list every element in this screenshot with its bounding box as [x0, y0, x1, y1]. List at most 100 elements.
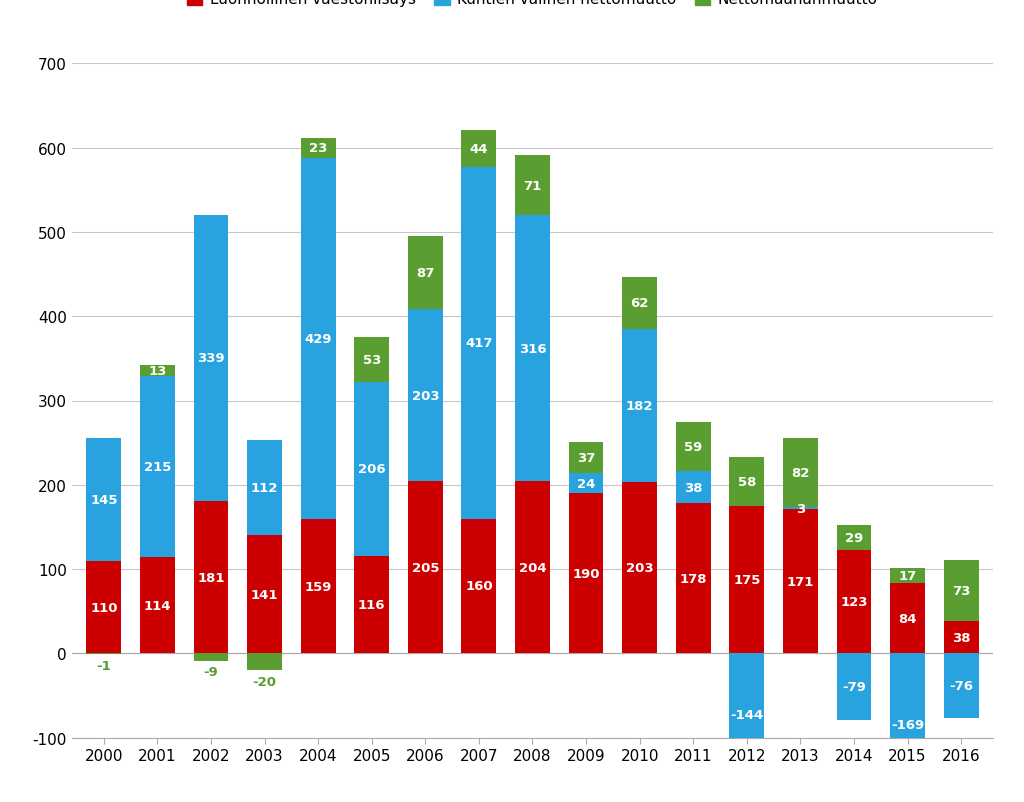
- Bar: [86, 439, 121, 561]
- Text: 204: 204: [519, 561, 546, 574]
- Bar: [247, 535, 282, 654]
- Text: 3: 3: [796, 502, 805, 515]
- Text: -1: -1: [96, 658, 112, 671]
- Text: 58: 58: [737, 476, 756, 488]
- Bar: [194, 501, 228, 654]
- Text: 62: 62: [631, 297, 649, 310]
- Text: 112: 112: [251, 481, 279, 494]
- Bar: [301, 139, 336, 159]
- Bar: [729, 654, 764, 775]
- Text: 38: 38: [684, 481, 702, 494]
- Text: 23: 23: [309, 142, 328, 156]
- Bar: [783, 507, 818, 509]
- Bar: [944, 654, 979, 718]
- Bar: [354, 338, 389, 383]
- Text: 123: 123: [841, 595, 867, 609]
- Bar: [568, 473, 603, 494]
- Bar: [194, 654, 228, 661]
- Bar: [301, 159, 336, 520]
- Bar: [408, 481, 442, 654]
- Bar: [462, 519, 497, 654]
- Bar: [623, 330, 657, 483]
- Text: 17: 17: [898, 569, 916, 582]
- Bar: [86, 561, 121, 654]
- Text: -144: -144: [730, 708, 764, 721]
- Bar: [676, 504, 711, 654]
- Bar: [890, 583, 925, 654]
- Bar: [462, 131, 497, 168]
- Text: 24: 24: [577, 477, 595, 490]
- Text: 84: 84: [898, 612, 916, 625]
- Bar: [354, 383, 389, 556]
- Bar: [247, 440, 282, 535]
- Text: -79: -79: [842, 680, 866, 694]
- Text: 206: 206: [358, 463, 386, 476]
- Text: 203: 203: [412, 389, 439, 402]
- Text: 429: 429: [304, 333, 332, 346]
- Text: 141: 141: [251, 588, 279, 601]
- Text: -20: -20: [253, 674, 276, 687]
- Text: 181: 181: [198, 571, 224, 584]
- Text: 339: 339: [198, 352, 225, 365]
- Bar: [890, 569, 925, 583]
- Bar: [140, 377, 175, 557]
- Bar: [515, 482, 550, 654]
- Bar: [729, 506, 764, 654]
- Bar: [140, 557, 175, 654]
- Bar: [408, 237, 442, 310]
- Text: 44: 44: [470, 143, 488, 156]
- Text: 159: 159: [304, 580, 332, 593]
- Text: -9: -9: [204, 666, 218, 678]
- Bar: [676, 472, 711, 504]
- Bar: [890, 654, 925, 796]
- Text: 215: 215: [143, 460, 171, 474]
- Bar: [568, 494, 603, 654]
- Text: 145: 145: [90, 493, 118, 506]
- Text: 87: 87: [416, 267, 434, 280]
- Text: 417: 417: [465, 337, 493, 350]
- Bar: [837, 550, 871, 654]
- Bar: [623, 483, 657, 654]
- Text: 38: 38: [952, 631, 971, 644]
- Bar: [515, 156, 550, 216]
- Text: 160: 160: [465, 580, 493, 593]
- Text: 110: 110: [90, 601, 118, 614]
- Bar: [783, 438, 818, 507]
- Text: -169: -169: [891, 719, 924, 731]
- Text: 59: 59: [684, 440, 702, 453]
- Text: 203: 203: [626, 561, 653, 575]
- Bar: [837, 654, 871, 720]
- Bar: [354, 556, 389, 654]
- Text: 171: 171: [786, 575, 814, 588]
- Text: 190: 190: [572, 567, 600, 580]
- Bar: [783, 509, 818, 654]
- Text: 178: 178: [680, 572, 707, 585]
- Text: 73: 73: [952, 585, 971, 597]
- Bar: [301, 520, 336, 654]
- Bar: [676, 422, 711, 472]
- Bar: [568, 442, 603, 473]
- Bar: [247, 654, 282, 670]
- Bar: [194, 216, 228, 501]
- Text: 82: 82: [792, 466, 810, 479]
- Text: 182: 182: [626, 399, 653, 412]
- Text: 116: 116: [358, 598, 385, 611]
- Bar: [837, 525, 871, 550]
- Text: 114: 114: [143, 599, 171, 612]
- Text: 29: 29: [845, 532, 863, 545]
- Legend: Luonnollinen väestönlisäys, Kuntien välinen nettomuutto, Nettomaahanmuutto: Luonnollinen väestönlisäys, Kuntien väli…: [179, 0, 886, 14]
- Text: 205: 205: [412, 561, 439, 573]
- Bar: [515, 216, 550, 482]
- Text: 175: 175: [733, 573, 761, 586]
- Bar: [944, 560, 979, 622]
- Bar: [462, 168, 497, 519]
- Text: 13: 13: [148, 365, 167, 378]
- Bar: [623, 277, 657, 330]
- Bar: [729, 457, 764, 506]
- Text: 37: 37: [577, 452, 595, 464]
- Bar: [944, 622, 979, 654]
- Text: 53: 53: [362, 354, 381, 367]
- Bar: [140, 366, 175, 377]
- Text: -76: -76: [949, 679, 973, 692]
- Text: 71: 71: [523, 180, 542, 192]
